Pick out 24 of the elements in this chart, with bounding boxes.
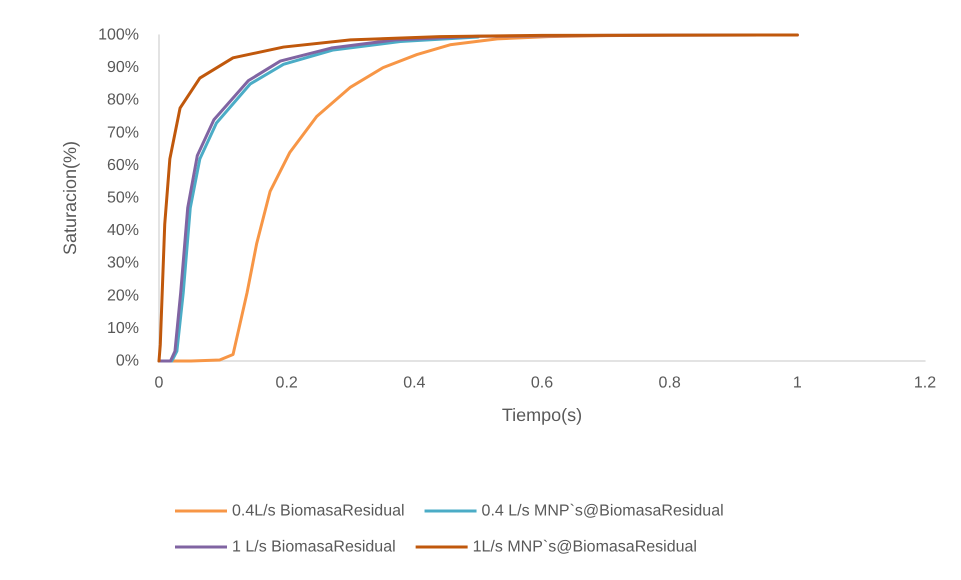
y-tick-label: 60% [106, 156, 139, 174]
y-tick-label: 40% [106, 222, 139, 240]
x-axis-title: Tiempo(s) [502, 405, 582, 425]
y-tick-label: 100% [98, 26, 139, 44]
x-tick-label: 0.8 [658, 374, 681, 392]
legend-label: 0.4L/s BiomasaResidual [232, 502, 405, 520]
y-tick-label: 90% [106, 59, 139, 76]
y-tick-label: 80% [106, 92, 139, 109]
x-tick-label: 0.2 [276, 374, 298, 392]
x-tick-label: 1.2 [914, 374, 936, 392]
legend-label: 0.4 L/s MNP`s@BiomasaResidual [482, 502, 724, 520]
y-tick-label: 70% [106, 124, 139, 142]
y-tick-label: 10% [106, 320, 139, 337]
x-tick-label: 1 [792, 374, 802, 392]
x-tick-label: 0.4 [403, 374, 426, 392]
x-tick-label: 0 [154, 374, 164, 392]
y-tick-label: 50% [106, 190, 139, 206]
legend-label: 1 L/s BiomasaResidual [232, 538, 396, 556]
x-tick-label: 0.6 [530, 374, 554, 392]
y-tick-label: 20% [106, 287, 139, 304]
y-axis-title: Saturacion(%) [60, 140, 80, 256]
legend-label: 1L/s MNP`s@BiomasaResidual [472, 538, 697, 556]
y-tick-label: 0% [116, 352, 139, 370]
y-tick-label: 30% [106, 254, 139, 272]
